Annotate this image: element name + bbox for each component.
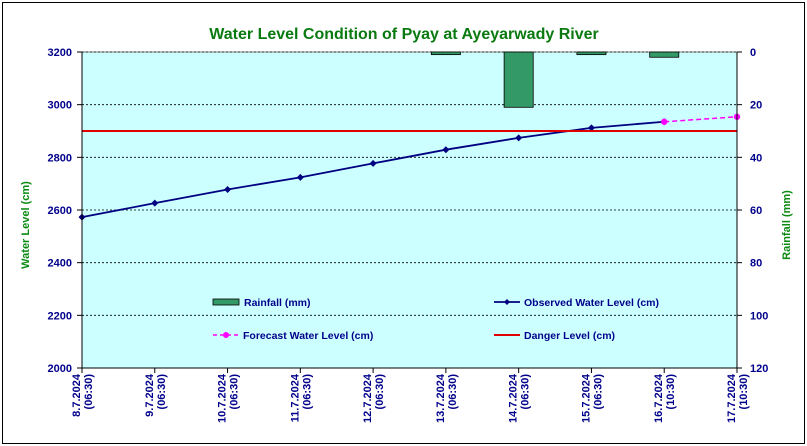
x-tick-time: (06:30) [520,374,532,410]
observed-point [296,173,304,181]
legend-forecast-marker [223,332,229,338]
x-tick-label: 16.7.2024 (10:30) [653,373,677,423]
x-tick-label: 8.7.2024 (06:30) [71,373,95,417]
x-tick-label: 15.7.2024 (06:30) [580,373,604,423]
legend-label: Danger Level (cm) [524,330,615,342]
x-tick-label: 17.7.2024 (10:30) [726,373,750,423]
y-tick-label: 2600 [48,205,72,217]
x-tick-date: 14.7.2024 [508,373,520,423]
rainfall-bar [576,51,607,56]
y2-tick-label: 40 [750,152,762,164]
legend-label: Forecast Water Level (cm) [243,330,373,342]
observed-point [515,134,523,142]
y2-tick-label: 20 [750,100,762,112]
x-tick-label: 13.7.2024 (06:30) [435,373,459,423]
observed-point [369,159,377,167]
legend-label: Observed Water Level (cm) [524,297,659,309]
forecast-water-level-line [664,116,738,123]
x-tick-date: 8.7.2024 [71,373,83,417]
rainfall-bars [430,51,680,108]
x-tick-date: 9.7.2024 [144,373,156,417]
x-tick-time: (06:30) [301,374,313,410]
y2-tick-label: 80 [750,258,762,270]
observed-point [442,146,450,154]
axes: 2000 2200 2400 2600 2800 3000 3200 0 20 40 60 80 100… [48,47,769,423]
y2-tick-label: 120 [750,363,768,375]
x-tick-time: (06:30) [83,374,95,410]
legend: Rainfall (mm) Observed Water Level (cm) Fo… [212,297,659,342]
y2-axis-title: Rainfall (mm) [781,190,793,260]
x-tick-time: (06:30) [156,374,168,410]
y2-tick-label: 0 [750,47,756,59]
x-tick-time: (06:30) [229,374,241,410]
gridlines [82,51,737,316]
observed-point [151,199,159,207]
y-axis-title: Water Level (cm) [20,181,32,269]
x-tick-label: 10.7.2024 (06:30) [217,373,241,423]
y-tick-label: 3200 [48,47,72,59]
x-tick-label: 9.7.2024 (06:30) [144,373,168,417]
y-tick-label: 2800 [48,152,72,164]
legend-rainfall-swatch [212,298,240,306]
x-tick-date: 15.7.2024 [580,373,592,423]
legend-observed-marker [504,299,510,305]
rainfall-bar [430,51,461,56]
rainfall-bar [649,51,680,58]
y2-tick-label: 60 [750,205,762,217]
observed-point [224,185,232,193]
y2-tick-label: 100 [750,310,768,322]
x-tick-label: 14.7.2024 (06:30) [508,373,532,423]
x-tick-time: (06:30) [592,374,604,410]
x-tick-time: (10:30) [665,374,677,410]
x-tick-date: 17.7.2024 [726,373,738,423]
x-tick-label: 12.7.2024 (06:30) [362,373,386,423]
forecast-point [661,118,668,125]
y-tick-label: 2200 [48,310,72,322]
y-tick-label: 2000 [48,363,72,375]
x-tick-time: (10:30) [738,374,750,410]
x-tick-date: 12.7.2024 [362,373,374,423]
x-tick-label: 11.7.2024 (06:30) [289,373,313,422]
x-tick-time: (06:30) [374,374,386,410]
y-tick-label: 3000 [48,100,72,112]
legend-label: Rainfall (mm) [244,297,311,309]
rainfall-bar [503,51,534,108]
chart-title: Water Level Condition of Pyay at Ayeyarw… [209,26,598,43]
x-tick-date: 16.7.2024 [653,373,665,423]
y-tick-label: 2400 [48,258,72,270]
observed-point [587,124,595,132]
x-tick-time: (06:30) [447,374,459,410]
x-tick-date: 13.7.2024 [435,373,447,423]
x-tick-date: 10.7.2024 [217,373,229,423]
x-tick-date: 11.7.2024 [289,373,301,422]
